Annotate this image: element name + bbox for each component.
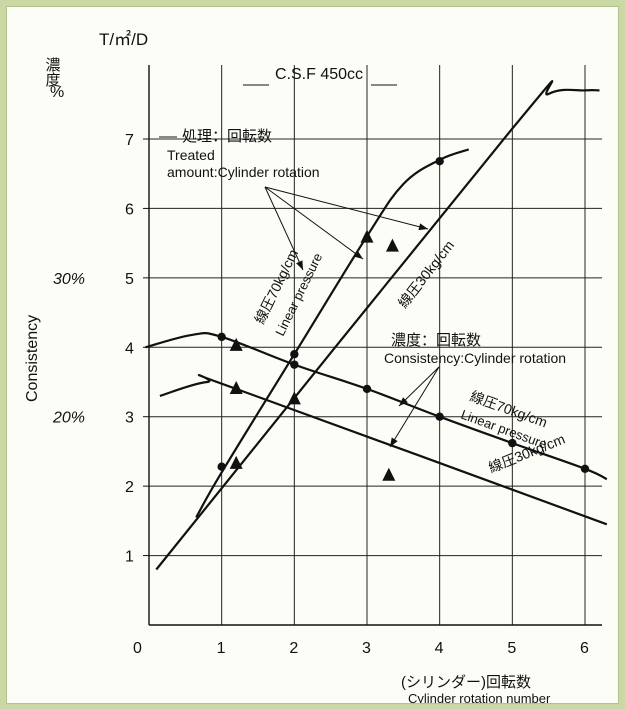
y-unit-label: T/㎡/D xyxy=(99,30,148,49)
x-tick-label: 4 xyxy=(435,640,444,657)
y-tick-label: 5 xyxy=(125,271,134,288)
consistency-tick-label: 30% xyxy=(53,271,85,288)
data-point-consistency_70 xyxy=(217,332,226,342)
consistency-arrow-70 xyxy=(398,366,440,407)
treated-arrow-30 xyxy=(264,186,364,260)
data-point-triangle-consistency_30 xyxy=(382,467,396,481)
x-tick-label: 5 xyxy=(507,640,516,657)
y-tick-label: 3 xyxy=(125,410,134,427)
x-tick-label: 6 xyxy=(580,640,589,657)
y-tick-label: 7 xyxy=(125,132,134,149)
consistency-label-ja: 濃度：回転数 xyxy=(391,332,481,349)
x-axis-label-ja: (シリンダー)回転数 xyxy=(401,674,531,691)
consistency-unit-pct: % xyxy=(50,84,64,101)
series-markers xyxy=(217,157,590,481)
data-point-triangle-treated_30 xyxy=(385,238,399,252)
grid xyxy=(149,65,602,625)
treated-arrow-30-head xyxy=(353,250,363,259)
treated-label-en-1: Treated xyxy=(167,147,215,163)
x-tick-label: 0 xyxy=(133,640,142,657)
treated-arrow-30b-head xyxy=(418,223,428,231)
chart-svg: 0 1 2 3 4 5 6 1 2 3 4 5 6 7 20% 30% T/㎡/D 濃度 % Consiste… xyxy=(24,30,608,703)
data-point-treated_70 xyxy=(435,157,444,166)
data-point-treated_70 xyxy=(217,462,226,471)
treated-arrow-70-head xyxy=(296,260,303,270)
chart-frame: 0 1 2 3 4 5 6 1 2 3 4 5 6 7 20% 30% T/㎡/D 濃度 % Consiste… xyxy=(6,6,619,704)
data-point-triangle-consistency_70 xyxy=(229,337,243,351)
consistency-arrow-70-head xyxy=(399,397,408,406)
data-point-consistency_70 xyxy=(508,438,517,448)
annotation-arrows xyxy=(264,186,440,448)
y-tick-label: 2 xyxy=(125,479,134,496)
consistency-label-en: Consistency:Cylinder rotation xyxy=(384,350,566,366)
data-point-triangle-treated_70 xyxy=(360,229,374,243)
lp30-treated-label: 線圧30kg/cm xyxy=(395,237,457,311)
data-point-consistency_70 xyxy=(362,384,372,394)
data-point-triangle-treated_70 xyxy=(229,455,243,469)
data-point-consistency_70 xyxy=(290,360,299,369)
axes xyxy=(148,65,602,626)
x-tick-label: 1 xyxy=(217,640,226,657)
data-point-triangle-treated_30 xyxy=(287,391,301,405)
y-tick-label: 1 xyxy=(125,549,134,566)
x-tick-label: 2 xyxy=(289,640,298,657)
data-point-consistency_70 xyxy=(580,464,590,473)
x-axis-label-en: Cylinder rotation number xyxy=(408,691,551,703)
treated-label-ja: 処理：回転数 xyxy=(182,128,272,145)
consistency-tick-label: 20% xyxy=(52,410,85,427)
x-tick-label: 3 xyxy=(362,640,371,657)
treated-arrow-70 xyxy=(264,186,304,271)
treated-label-en-2: amount:Cylinder rotation xyxy=(167,164,320,180)
y-tick-label: 6 xyxy=(125,201,134,218)
data-point-treated_70 xyxy=(290,350,299,359)
chart-title: C.S.F 450cc xyxy=(275,66,363,83)
y-tick-label: 4 xyxy=(125,340,134,357)
series-line-consistency_30 xyxy=(159,374,608,526)
tick-labels: 0 1 2 3 4 5 6 1 2 3 4 5 6 7 20% 30% xyxy=(52,132,589,657)
consistency-unit-ja: 濃度 xyxy=(44,57,61,87)
data-point-consistency_70 xyxy=(435,412,444,421)
consistency-arrow-30-head xyxy=(390,437,398,447)
consistency-axis-label: Consistency xyxy=(24,315,41,402)
treated-arrow-30b xyxy=(264,186,429,230)
data-point-triangle-consistency_30 xyxy=(229,380,243,394)
consistency-arrow-30 xyxy=(389,366,440,448)
